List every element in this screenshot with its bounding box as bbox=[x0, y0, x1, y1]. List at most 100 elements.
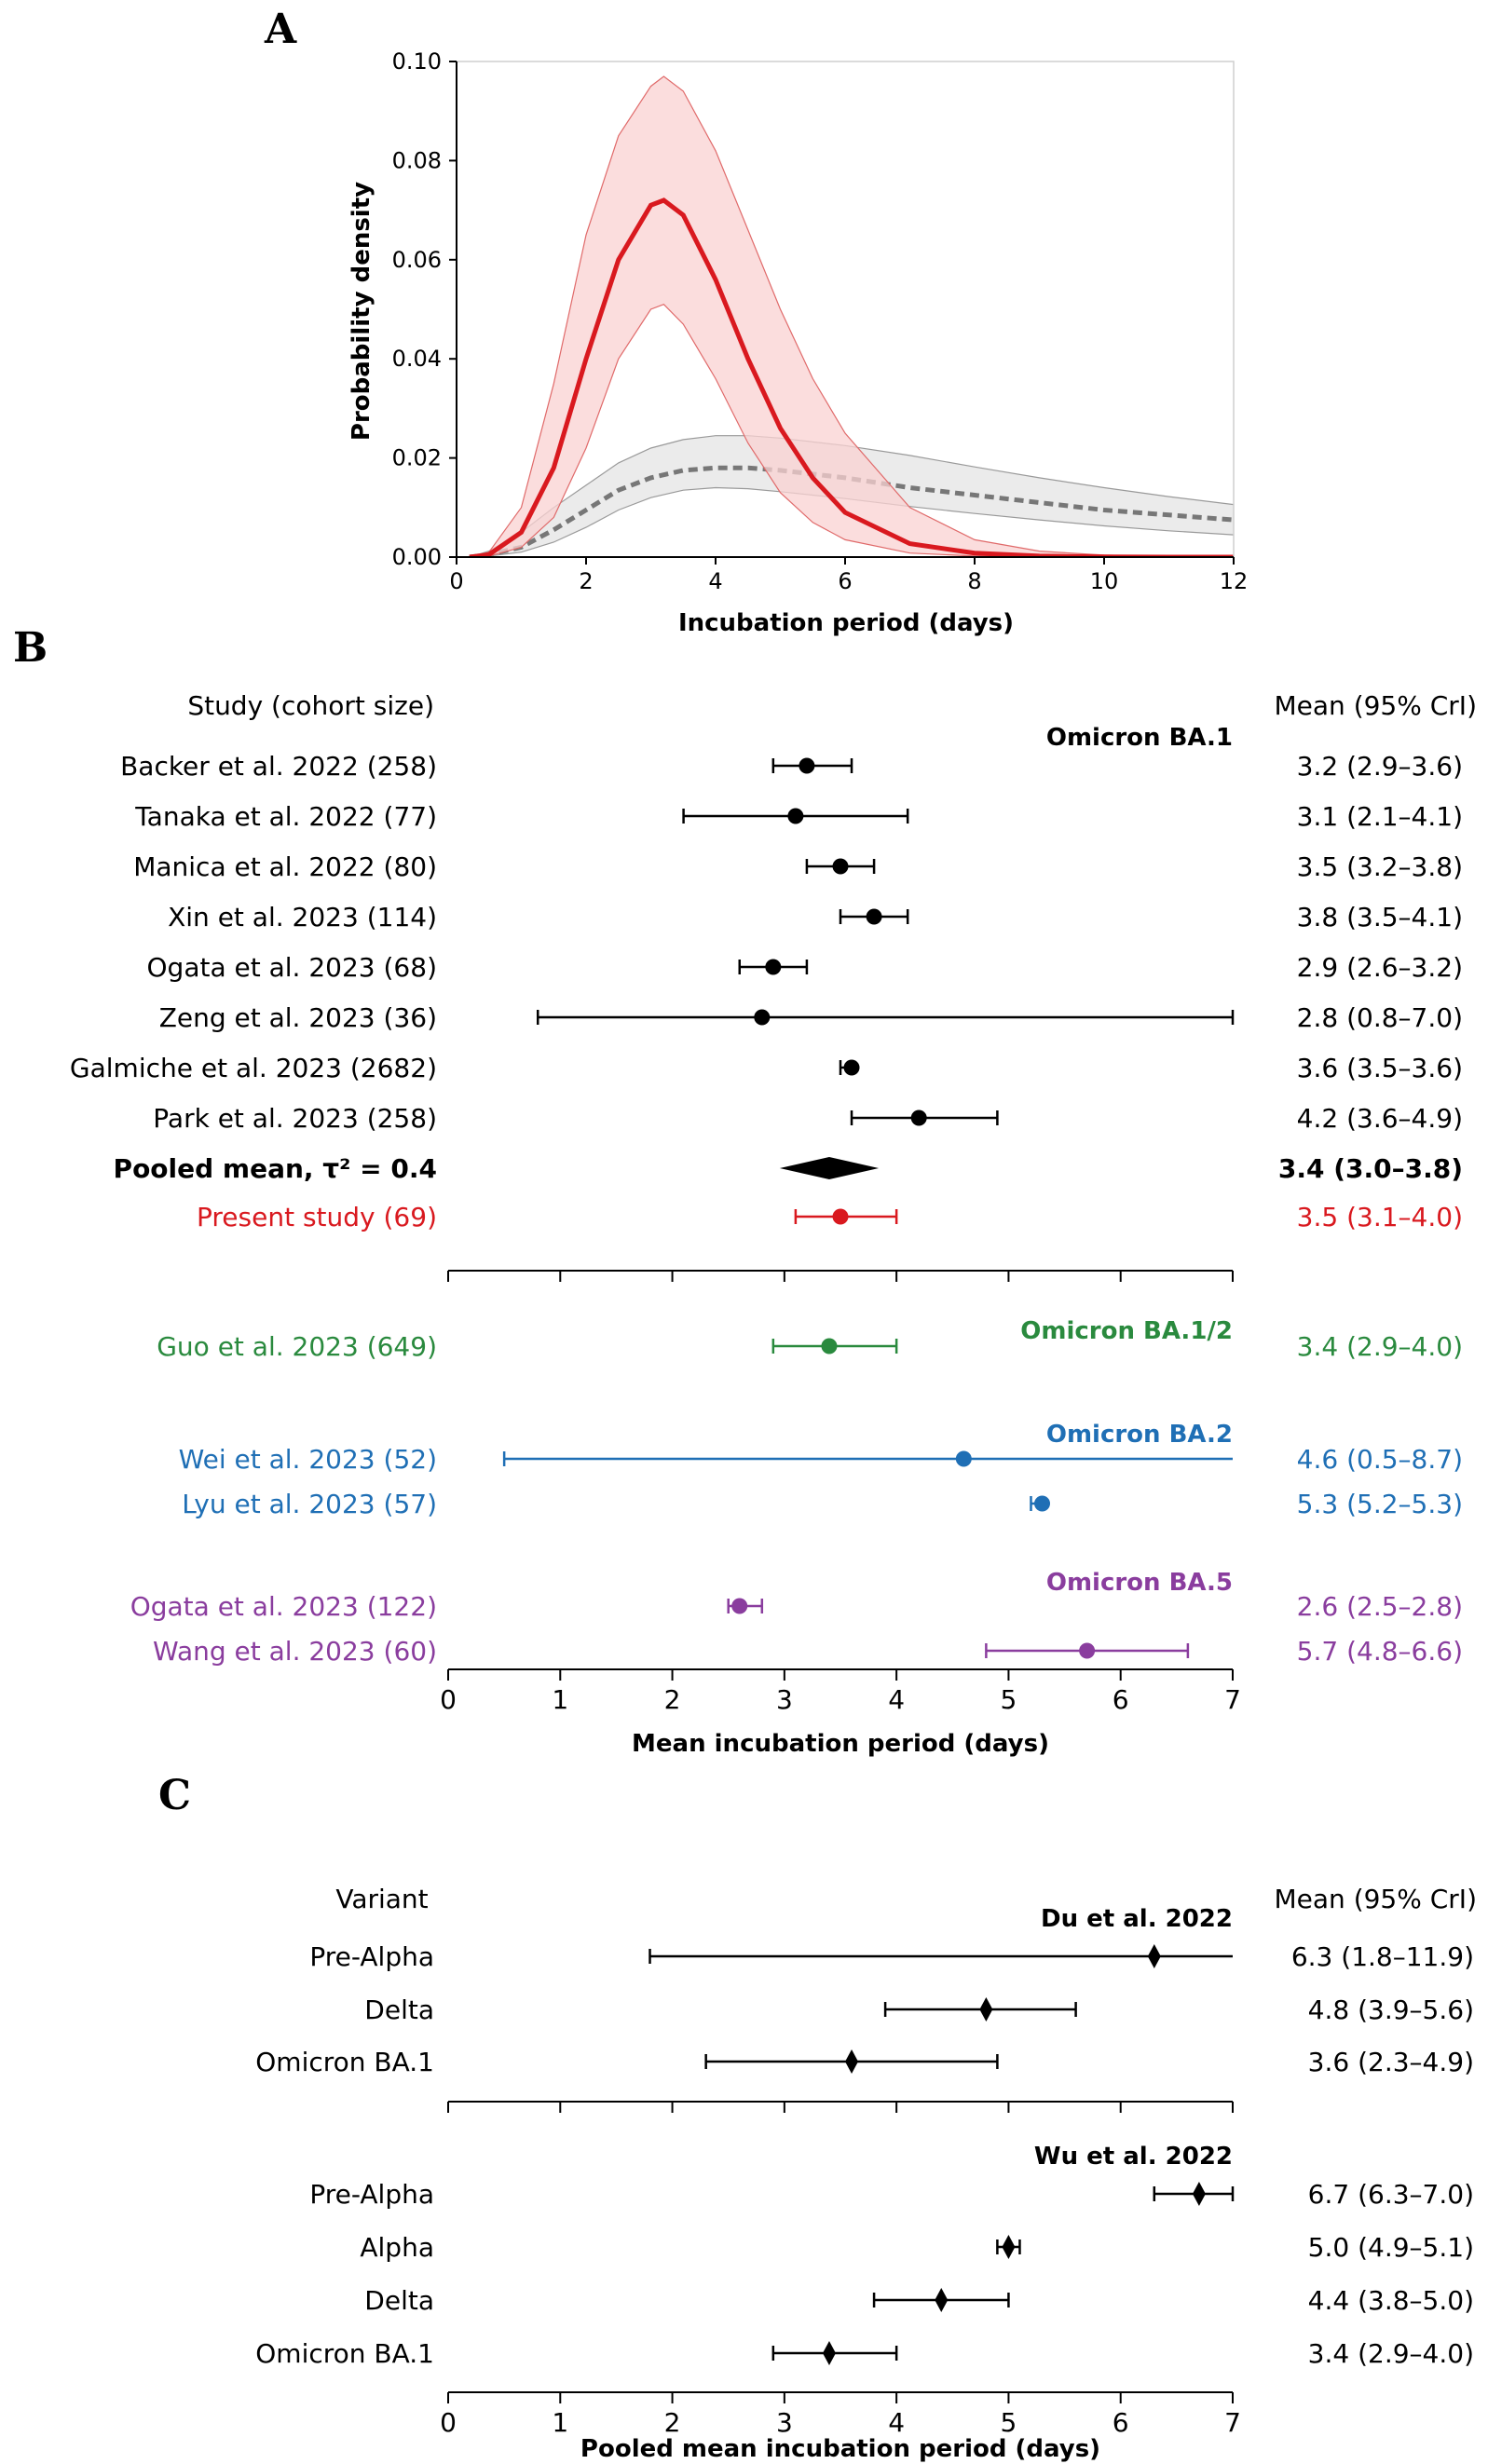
point-estimate bbox=[821, 1338, 838, 1355]
x-tick-label: 6 bbox=[838, 568, 852, 594]
x-tick-label: 2 bbox=[664, 1684, 681, 1715]
x-tick-label: 8 bbox=[967, 568, 981, 594]
panel-c-right-header: Mean (95% CrI) bbox=[1275, 1884, 1478, 1914]
group-label: Wu et al. 2022 bbox=[1034, 2143, 1233, 2171]
point-estimate-diamond bbox=[1192, 2182, 1206, 2206]
x-tick-label: 1 bbox=[552, 2407, 568, 2438]
panel-b-x-axis-label: Mean incubation period (days) bbox=[632, 1730, 1049, 1758]
dashed-series-line bbox=[469, 465, 1234, 557]
row-value: 3.2 (2.9–3.6) bbox=[1297, 751, 1463, 782]
row-value: 4.6 (0.5–8.7) bbox=[1297, 1444, 1463, 1475]
y-tick-label: 0.06 bbox=[392, 247, 442, 273]
y-tick-label: 0.10 bbox=[392, 48, 442, 75]
row-label: Omicron BA.1 bbox=[255, 2047, 434, 2077]
solid-series-line bbox=[469, 197, 1234, 557]
x-tick-label: 0 bbox=[440, 1684, 457, 1715]
row-value: 6.3 (1.8–11.9) bbox=[1291, 1941, 1474, 1972]
panel-label-a: A bbox=[264, 6, 297, 53]
group-label: Omicron BA.1 bbox=[1046, 724, 1233, 752]
row-value: 5.3 (5.2–5.3) bbox=[1297, 1489, 1463, 1519]
row-label: Pre-Alpha bbox=[309, 2179, 434, 2210]
row-value: 3.4 (3.0–3.8) bbox=[1278, 1153, 1463, 1184]
row-value: 5.0 (4.9–5.1) bbox=[1308, 2232, 1474, 2263]
point-estimate-diamond bbox=[822, 2341, 836, 2365]
point-estimate bbox=[866, 908, 882, 925]
point-estimate bbox=[1034, 1495, 1051, 1512]
row-label: Present study (69) bbox=[197, 1202, 437, 1232]
row-label: Backer et al. 2022 (258) bbox=[120, 751, 437, 782]
x-tick-label: 2 bbox=[579, 568, 593, 594]
x-tick-label: 0 bbox=[440, 2407, 457, 2438]
point-estimate-diamond bbox=[979, 1997, 993, 2022]
panel-b-left-header: Study (cohort size) bbox=[187, 690, 434, 721]
point-estimate bbox=[754, 1009, 771, 1026]
y-tick-label: 0.02 bbox=[392, 445, 442, 471]
x-tick-label: 4 bbox=[888, 2407, 905, 2438]
pooled-diamond bbox=[779, 1157, 880, 1179]
x-tick-label: 7 bbox=[1224, 2407, 1241, 2438]
panel-a-y-axis-label: Probability density bbox=[348, 182, 375, 441]
point-estimate bbox=[832, 858, 849, 875]
row-value: 3.6 (2.3–4.9) bbox=[1308, 2047, 1474, 2077]
x-tick-label: 4 bbox=[708, 568, 722, 594]
row-label: Ogata et al. 2023 (122) bbox=[130, 1591, 437, 1622]
row-value: 3.4 (2.9–4.0) bbox=[1308, 2338, 1474, 2369]
x-tick-label: 1 bbox=[552, 1684, 568, 1715]
row-value: 3.4 (2.9–4.0) bbox=[1297, 1331, 1463, 1362]
row-value: 3.5 (3.2–3.8) bbox=[1297, 851, 1463, 882]
y-tick-label: 0.08 bbox=[392, 147, 442, 173]
row-label: Tanaka et al. 2022 (77) bbox=[134, 801, 437, 832]
row-value: 4.8 (3.9–5.6) bbox=[1308, 1994, 1474, 2025]
row-label: Alpha bbox=[360, 2232, 434, 2263]
point-estimate bbox=[787, 808, 804, 824]
group-label: Omicron BA.5 bbox=[1046, 1569, 1233, 1597]
row-label: Omicron BA.1 bbox=[255, 2338, 434, 2369]
row-label: Manica et al. 2022 (80) bbox=[133, 851, 437, 882]
row-value: 5.7 (4.8–6.6) bbox=[1297, 1636, 1463, 1667]
row-label: Wei et al. 2023 (52) bbox=[179, 1444, 437, 1475]
row-value: 4.4 (3.8–5.0) bbox=[1308, 2285, 1474, 2316]
row-label: Delta bbox=[364, 2285, 434, 2316]
density-chart: 0 2 4 6 8 10 12 0.00 0.02 0.04 0.06 0.08 0.10 bbox=[392, 48, 1249, 594]
panel-label-c: C bbox=[158, 1772, 191, 1819]
point-estimate-diamond bbox=[1147, 1944, 1161, 1968]
group-label: Omicron BA.1/2 bbox=[1020, 1317, 1233, 1345]
x-tick-label: 5 bbox=[1001, 1684, 1017, 1715]
x-tick-label: 3 bbox=[776, 1684, 793, 1715]
row-value: 3.8 (3.5–4.1) bbox=[1297, 902, 1463, 933]
solid-series-upper-bound bbox=[469, 75, 1234, 557]
row-value: 2.8 (0.8–7.0) bbox=[1297, 1002, 1463, 1033]
point-estimate bbox=[765, 959, 782, 975]
group-label: Omicron BA.2 bbox=[1046, 1421, 1233, 1449]
group-label: Du et al. 2022 bbox=[1041, 1905, 1233, 1933]
point-estimate-diamond bbox=[845, 2049, 859, 2074]
row-value: 3.1 (2.1–4.1) bbox=[1297, 801, 1463, 832]
row-value: 3.5 (3.1–4.0) bbox=[1297, 1202, 1463, 1232]
point-estimate bbox=[1079, 1642, 1096, 1659]
row-label: Pre-Alpha bbox=[309, 1941, 434, 1972]
row-value: 2.9 (2.6–3.2) bbox=[1297, 952, 1463, 983]
row-value: 2.6 (2.5–2.8) bbox=[1297, 1591, 1463, 1622]
row-value: 6.7 (6.3–7.0) bbox=[1308, 2179, 1474, 2210]
point-estimate bbox=[843, 1059, 860, 1076]
panel-c-x-axis-label: Pooled mean incubation period (days) bbox=[580, 2435, 1100, 2463]
point-estimate bbox=[799, 757, 815, 774]
x-tick-label: 6 bbox=[1113, 2407, 1129, 2438]
panel-c-left-header: Variant bbox=[335, 1884, 428, 1914]
point-estimate bbox=[955, 1450, 972, 1467]
point-estimate-diamond bbox=[935, 2288, 949, 2312]
row-label: Pooled mean, τ² = 0.4 bbox=[114, 1153, 437, 1184]
x-tick-label: 6 bbox=[1113, 1684, 1129, 1715]
solid-series-ci-band bbox=[469, 76, 1234, 557]
panel-a-x-axis-label: Incubation period (days) bbox=[678, 609, 1014, 637]
point-estimate bbox=[832, 1208, 849, 1225]
row-label: Delta bbox=[364, 1994, 434, 2025]
point-estimate bbox=[731, 1598, 748, 1614]
point-estimate bbox=[910, 1109, 927, 1126]
dashed-series-lower-bound bbox=[469, 486, 1234, 557]
row-label: Guo et al. 2023 (649) bbox=[157, 1331, 437, 1362]
x-tick-label: 4 bbox=[888, 1684, 905, 1715]
row-label: Galmiche et al. 2023 (2682) bbox=[70, 1053, 437, 1083]
panel-b-right-header: Mean (95% CrI) bbox=[1275, 690, 1478, 721]
